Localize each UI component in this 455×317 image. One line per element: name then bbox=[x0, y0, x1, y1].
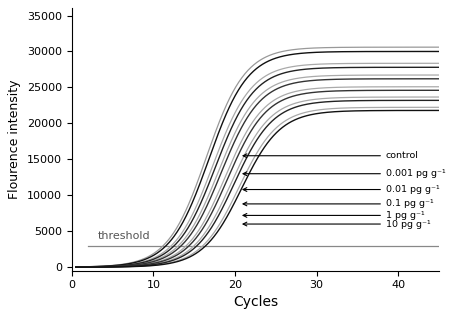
Text: 1 pg g⁻¹: 1 pg g⁻¹ bbox=[243, 211, 424, 220]
Text: threshold: threshold bbox=[98, 230, 150, 241]
Text: 0.01 pg g⁻¹: 0.01 pg g⁻¹ bbox=[243, 185, 439, 194]
Text: 0.001 pg g⁻¹: 0.001 pg g⁻¹ bbox=[243, 169, 445, 178]
Y-axis label: Flourence intensity: Flourence intensity bbox=[8, 80, 21, 199]
Text: control: control bbox=[243, 151, 418, 160]
Text: 0.1 pg g⁻¹: 0.1 pg g⁻¹ bbox=[243, 199, 433, 208]
X-axis label: Cycles: Cycles bbox=[232, 295, 277, 309]
Text: 10 pg g⁻¹: 10 pg g⁻¹ bbox=[243, 220, 430, 229]
